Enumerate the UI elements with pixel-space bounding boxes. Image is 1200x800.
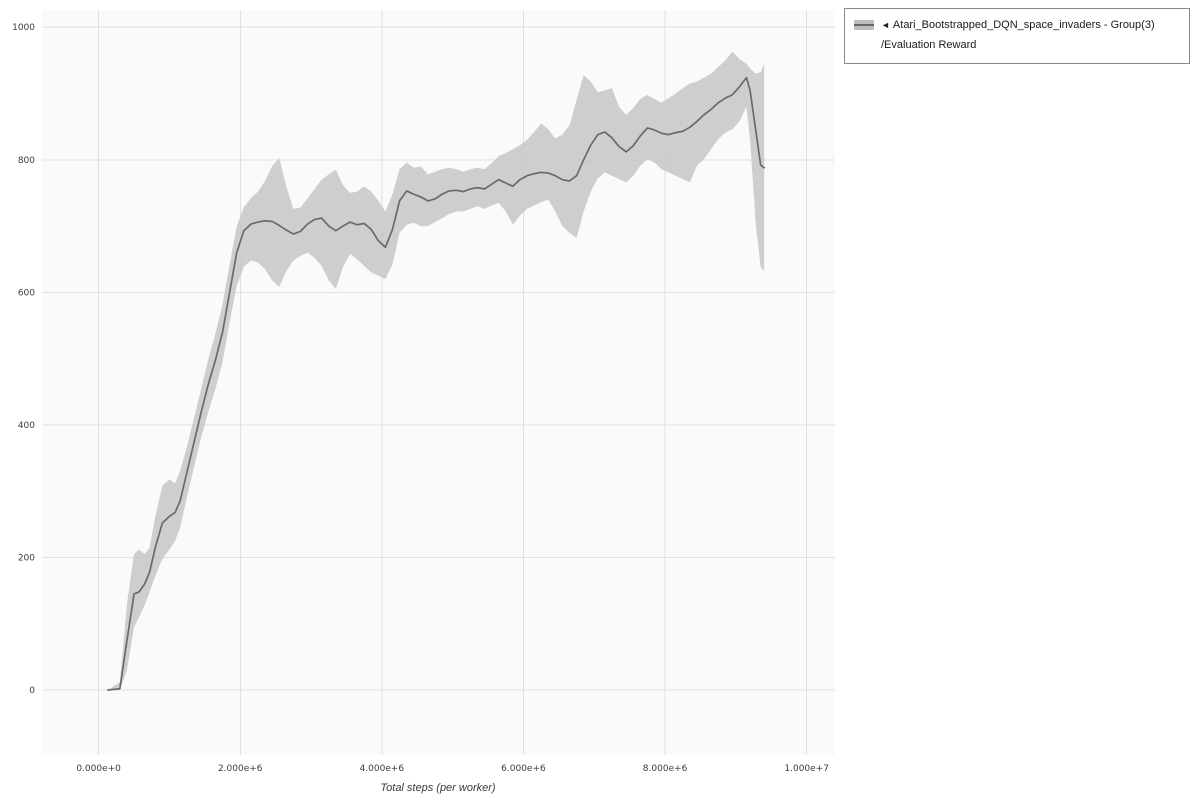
y-tick-label: 400 bbox=[18, 421, 35, 431]
confidence-band bbox=[107, 51, 765, 691]
x-tick-label: 6.000e+6 bbox=[501, 764, 546, 774]
legend-series-name: Atari_Bootstrapped_DQN_space_invaders - … bbox=[892, 19, 1155, 31]
x-tick-label: 4.000e+6 bbox=[360, 764, 405, 774]
legend[interactable]: ◄ Atari_Bootstrapped_DQN_space_invaders -… bbox=[844, 8, 1190, 64]
x-tick-label: 2.000e+6 bbox=[218, 764, 263, 774]
y-tick-label: 0 bbox=[29, 686, 35, 696]
mean-line bbox=[106, 76, 766, 691]
legend-metric-name: /Evaluation Reward bbox=[881, 38, 977, 51]
y-tick-label: 600 bbox=[18, 288, 35, 298]
collapse-arrow-icon[interactable]: ◄ bbox=[881, 20, 890, 30]
x-tick-label: 8.000e+6 bbox=[643, 764, 688, 774]
series-marker-icon bbox=[854, 20, 874, 30]
legend-label: ◄ Atari_Bootstrapped_DQN_space_invaders -… bbox=[881, 16, 1155, 56]
y-tick-label: 200 bbox=[18, 553, 35, 563]
series-line-icon bbox=[854, 24, 874, 26]
x-axis-title: Total steps (per worker) bbox=[380, 782, 496, 794]
y-tick-label: 800 bbox=[18, 156, 35, 166]
y-tick-label: 1000 bbox=[12, 23, 35, 33]
x-tick-label: 0.000e+0 bbox=[76, 764, 121, 774]
x-tick-label: 1.000e+7 bbox=[784, 764, 829, 774]
